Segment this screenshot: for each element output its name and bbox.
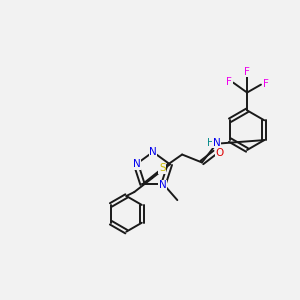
Text: H: H <box>207 138 214 148</box>
Text: N: N <box>213 138 221 148</box>
Text: F: F <box>263 79 269 88</box>
Text: F: F <box>226 76 232 87</box>
Text: S: S <box>159 164 166 173</box>
Text: O: O <box>216 148 224 158</box>
Text: F: F <box>244 67 250 77</box>
Text: N: N <box>133 159 141 169</box>
Text: N: N <box>149 147 157 157</box>
Text: N: N <box>159 180 166 190</box>
